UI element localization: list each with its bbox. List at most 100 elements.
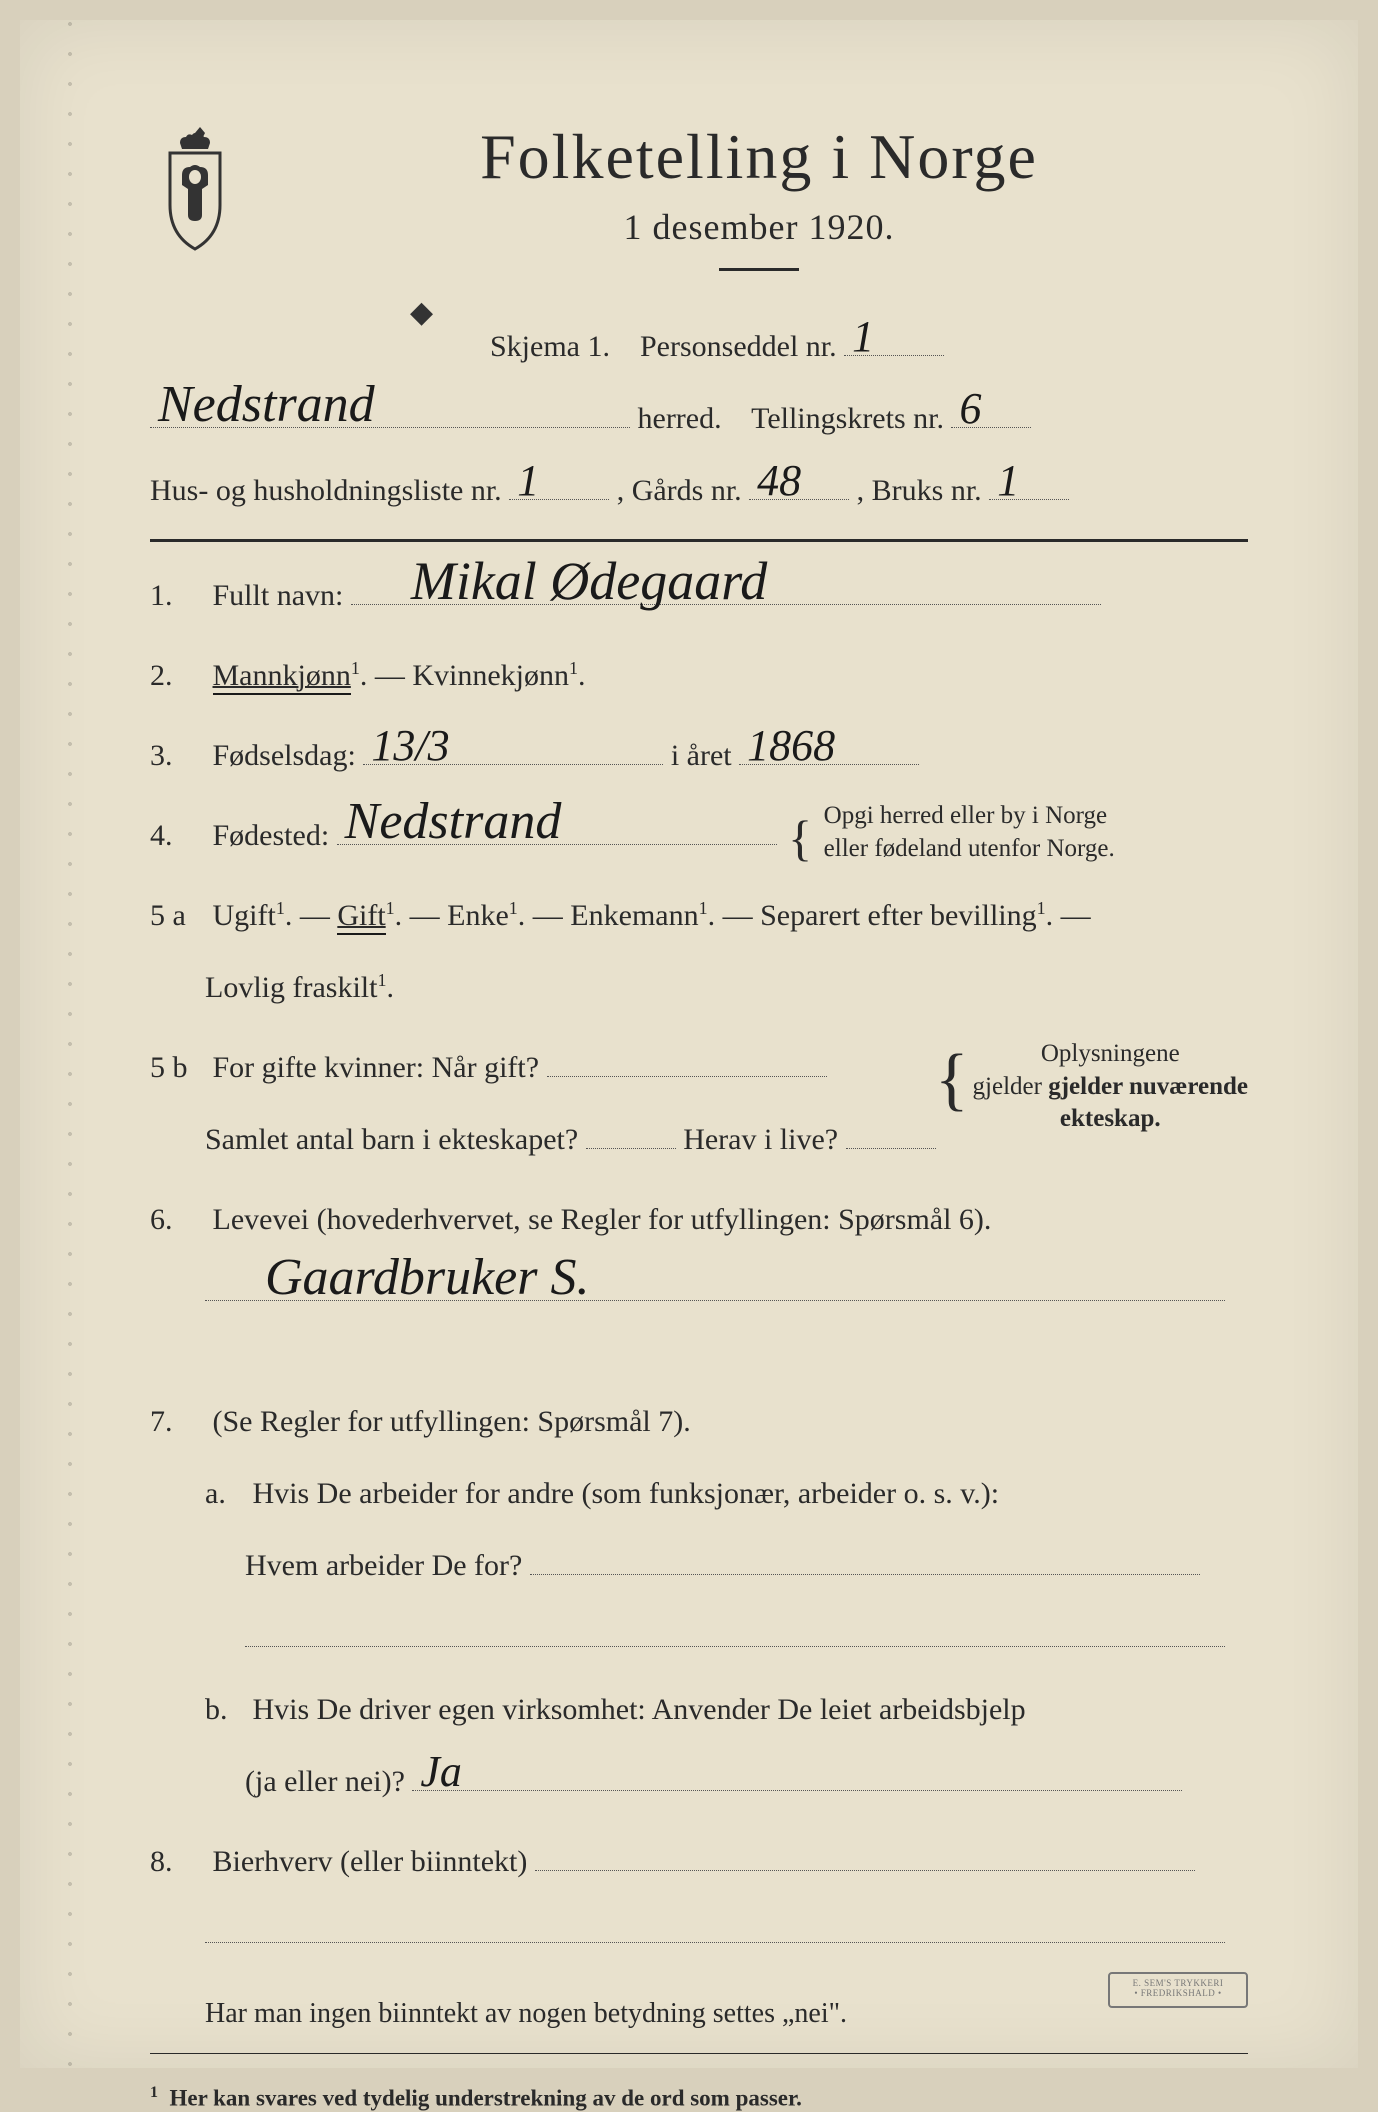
personseddel-label: Personseddel nr. (640, 330, 837, 363)
q7a-label2: Hvem arbeider De for? (245, 1549, 522, 1582)
q5b-bracket-icon: { (935, 1048, 969, 1111)
divider-1 (150, 539, 1248, 542)
q7b-value: Ja (420, 1750, 462, 1794)
q4-note: Opgi herred eller by i Norge eller fødel… (824, 800, 1115, 865)
herred-line: Nedstrand herred. Tellingskrets nr. 6 (150, 383, 1248, 455)
q7-line: 7. (Se Regler for utfyllingen: Spørsmål … (150, 1386, 1248, 1458)
q5a-s4: 1 (699, 898, 708, 918)
q5a-enkemann: Enkemann (570, 899, 698, 932)
q6-value: Gaardbruker S. (265, 1252, 590, 1304)
q3-aret-label: i året (671, 739, 732, 772)
q5b-field2 (586, 1113, 676, 1149)
q4-bracket-icon: { (788, 816, 812, 861)
q7b-line2: (ja eller nei)? Ja (245, 1746, 1248, 1818)
q5a-ugift: Ugift (213, 899, 276, 932)
q8-num: 8. (150, 1826, 205, 1898)
title-divider (719, 268, 799, 271)
q5a-s3: 1 (509, 898, 518, 918)
q5b-field1 (547, 1041, 827, 1077)
q7a-field (530, 1539, 1200, 1575)
title-block: Folketelling i Norge 1 desember 1920. (270, 120, 1248, 301)
q5a-line1: 5 a Ugift1. — Gift1. — Enke1. — Enkemann… (150, 880, 1248, 952)
skjema-label: Skjema 1. (490, 330, 610, 363)
footer-note1: Har man ingen biinntekt av nogen betydni… (205, 1998, 847, 2029)
q5a-s6: 1 (377, 970, 386, 990)
q3-num: 3. (150, 720, 205, 792)
q1-line: 1. Fullt navn: Mikal Ødegaard (150, 560, 1248, 632)
q8-label: Bierhverv (eller biinntekt) (213, 1845, 528, 1878)
hus-nr-value: 1 (517, 459, 539, 503)
q5a-d3: — (533, 899, 571, 932)
q2-num: 2. (150, 640, 205, 712)
q8-field (535, 1835, 1195, 1871)
q4-line: 4. Fødested: Nedstrand { Opgi herred ell… (150, 800, 1248, 872)
q5b-line1: 5 b For gifte kvinner: Når gift? { Oplys… (150, 1032, 1248, 1104)
q4-field: Nedstrand (337, 809, 777, 845)
q5b-label1: For gifte kvinner: Når gift? (213, 1051, 540, 1084)
q6-num: 6. (150, 1184, 205, 1256)
divider-footnote (150, 2053, 1248, 2054)
q5a-num: 5 a (150, 880, 205, 952)
q7-label: (Se Regler for utfyllingen: Spørsmål 7). (213, 1405, 691, 1438)
q7a-field2 (245, 1611, 1225, 1647)
herred-label: herred. (638, 402, 722, 435)
q1-num: 1. (150, 560, 205, 632)
gards-nr-field: 48 (749, 464, 849, 500)
footnote-text: Her kan svares ved tydelig understreknin… (170, 2086, 802, 2111)
stamp-line2: • FREDRIKSHALD • (1134, 1988, 1221, 1998)
q7a-line1: a. Hvis De arbeider for andre (som funks… (150, 1458, 1248, 1530)
q8-line2 (205, 1898, 1248, 1970)
q5a-d1: — (300, 899, 338, 932)
q5b-num: 5 b (150, 1032, 205, 1104)
q3-day-field: 13/3 (363, 729, 663, 765)
coat-of-arms-icon (150, 125, 240, 255)
q6-line1: 6. Levevei (hovederhvervet, se Regler fo… (150, 1184, 1248, 1256)
q2-sup1: 1 (351, 658, 360, 678)
header: Folketelling i Norge 1 desember 1920. (150, 120, 1248, 301)
q7b-label1: Hvis De driver egen virksomhet: Anvender… (253, 1693, 1026, 1726)
tellingskrets-label: Tellingskrets nr. (751, 402, 944, 435)
q5b-field3 (846, 1113, 936, 1149)
q3-label: Fødselsdag: (213, 739, 356, 772)
census-form-page: Folketelling i Norge 1 desember 1920. ◆ … (20, 20, 1358, 2068)
q5a-s5: 1 (1037, 898, 1046, 918)
q8-field2 (205, 1907, 1225, 1943)
q3-year-field: 1868 (739, 729, 919, 765)
ink-smudge: ◆ (410, 295, 433, 330)
personseddel-nr-value: 1 (852, 315, 874, 359)
q4-num: 4. (150, 800, 205, 872)
tellingskrets-value: 6 (959, 387, 981, 431)
personseddel-nr-field: 1 (844, 320, 944, 356)
q7-num: 7. (150, 1386, 205, 1458)
herred-field: Nedstrand (150, 392, 630, 428)
hus-nr-field: 1 (509, 464, 609, 500)
q3-day-value: 13/3 (371, 724, 449, 768)
q3-line: 3. Fødselsdag: 13/3 i året 1868 (150, 720, 1248, 792)
q1-field: Mikal Ødegaard (351, 569, 1101, 605)
q7a-line3 (245, 1602, 1248, 1674)
q7b-line1: b. Hvis De driver egen virksomhet: Anven… (150, 1674, 1248, 1746)
q5a-d2: — (410, 899, 448, 932)
q7b-label2: (ja eller nei)? (245, 1765, 405, 1798)
q2-mann: Mannkjønn (213, 659, 351, 695)
q5b-label2: Samlet antal barn i ekteskapet? (205, 1123, 578, 1156)
perforated-edge (60, 20, 80, 2068)
gards-label: , Gårds nr. (617, 474, 742, 507)
q2-kvinne: Kvinnekjønn (412, 659, 569, 692)
bruks-nr-value: 1 (997, 459, 1019, 503)
subtitle: 1 desember 1920. (270, 206, 1248, 248)
q2-line: 2. Mannkjønn1. — Kvinnekjønn1. (150, 640, 1248, 712)
main-title: Folketelling i Norge (270, 120, 1248, 194)
q1-label: Fullt navn: (213, 579, 344, 612)
q7a-label1: Hvis De arbeider for andre (som funksjon… (253, 1477, 1000, 1510)
q1-value: Mikal Ødegaard (411, 554, 767, 608)
q5a-lovlig: Lovlig fraskilt (205, 971, 377, 1004)
q8-line: 8. Bierhverv (eller biinntekt) (150, 1826, 1248, 1898)
q7a-letter: a. (205, 1458, 245, 1530)
bruks-nr-field: 1 (989, 464, 1069, 500)
q5b-note2: gjelder gjelder nuværende (973, 1073, 1248, 1100)
q5a-s1: 1 (276, 898, 285, 918)
q5a-gift: Gift (337, 899, 385, 935)
printer-stamp: E. SEM'S TRYKKERI • FREDRIKSHALD • (1108, 1972, 1248, 2008)
q5a-s2: 1 (386, 898, 395, 918)
